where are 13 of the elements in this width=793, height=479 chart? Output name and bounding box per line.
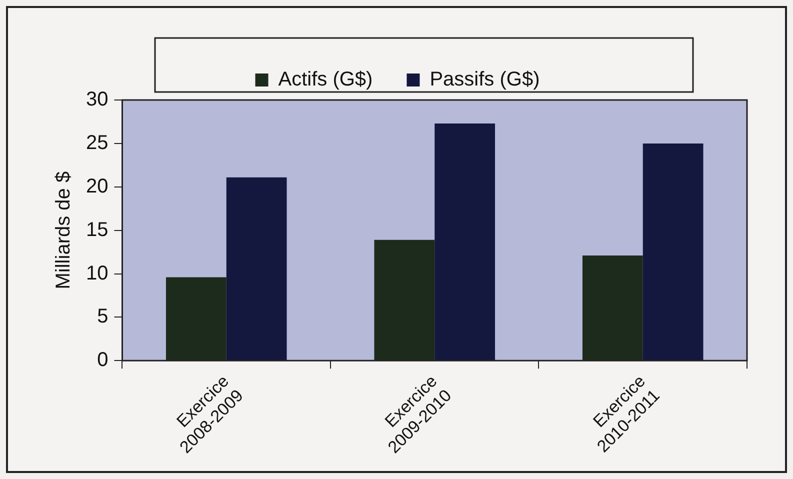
legend-label: Passifs (G$) — [430, 68, 540, 91]
bar — [434, 123, 496, 360]
y-axis-title: Milliards de $ — [52, 171, 75, 290]
bar — [642, 143, 704, 360]
y-tick-label: 15 — [86, 218, 108, 241]
y-tick-label: 5 — [97, 306, 108, 328]
y-tick-label: 0 — [97, 349, 108, 372]
bar — [226, 177, 287, 360]
y-tick-label: 30 — [86, 88, 108, 111]
legend-label: Actifs (G$) — [278, 68, 373, 91]
y-tick-label: 25 — [86, 132, 108, 154]
y-tick-label: 10 — [86, 262, 108, 284]
y-tick-label: 20 — [86, 175, 108, 198]
